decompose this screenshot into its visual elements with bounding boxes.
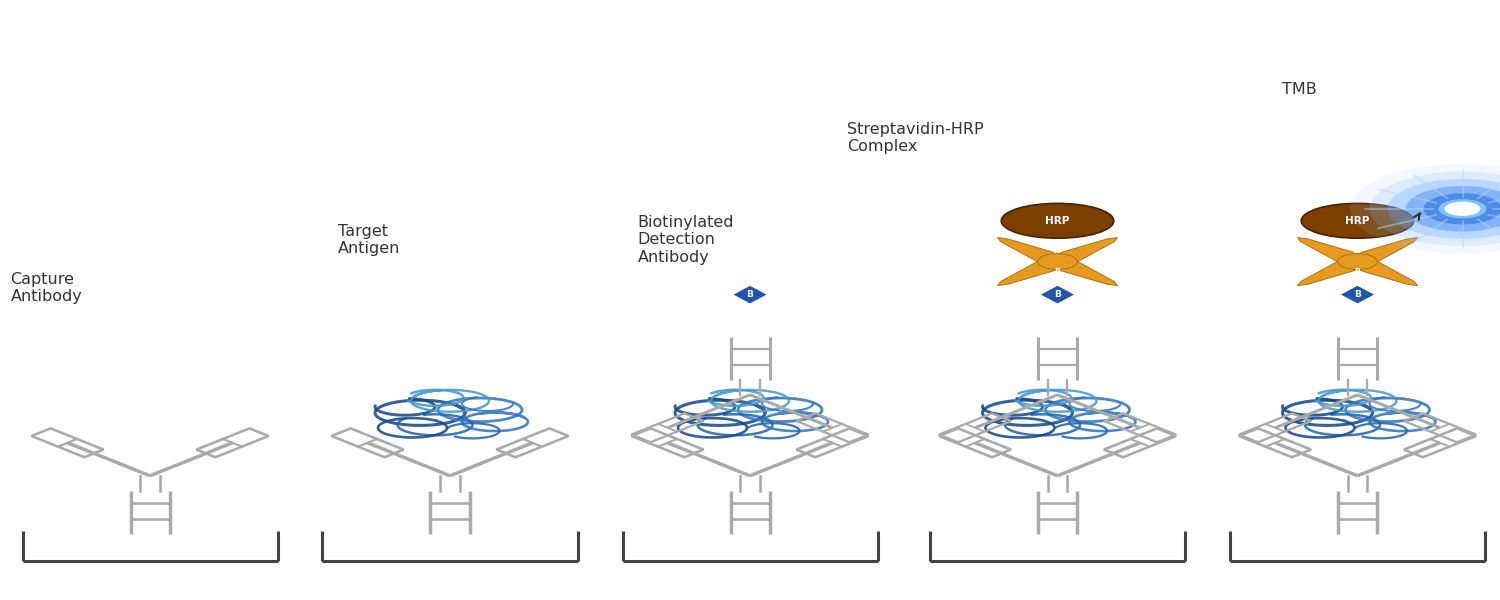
Text: B: B xyxy=(1354,290,1360,299)
Circle shape xyxy=(1424,193,1500,224)
Polygon shape xyxy=(1346,257,1418,286)
Circle shape xyxy=(1370,172,1500,246)
Text: TMB: TMB xyxy=(1282,82,1317,97)
Polygon shape xyxy=(1346,238,1418,266)
Text: B: B xyxy=(1054,290,1060,299)
Text: B: B xyxy=(1054,268,1060,277)
Ellipse shape xyxy=(1002,203,1113,238)
Text: Streptavidin-HRP
Complex: Streptavidin-HRP Complex xyxy=(847,122,984,154)
Circle shape xyxy=(1438,199,1486,218)
Polygon shape xyxy=(732,285,768,304)
Polygon shape xyxy=(1340,285,1376,304)
Text: HRP: HRP xyxy=(1346,216,1370,226)
Circle shape xyxy=(1350,164,1500,254)
Circle shape xyxy=(1038,254,1077,269)
Text: Capture
Antibody: Capture Antibody xyxy=(10,272,82,304)
Text: Target
Antigen: Target Antigen xyxy=(338,224,400,256)
Text: HRP: HRP xyxy=(1046,216,1070,226)
Circle shape xyxy=(1388,179,1500,239)
Ellipse shape xyxy=(1300,203,1413,238)
Polygon shape xyxy=(1298,257,1370,286)
Polygon shape xyxy=(1046,238,1118,266)
Polygon shape xyxy=(998,238,1070,266)
Circle shape xyxy=(1338,254,1377,269)
Text: Biotinylated
Detection
Antibody: Biotinylated Detection Antibody xyxy=(638,215,734,265)
Polygon shape xyxy=(1040,285,1076,304)
Text: B: B xyxy=(1354,268,1360,277)
Polygon shape xyxy=(1046,257,1118,286)
Circle shape xyxy=(1444,202,1480,216)
Polygon shape xyxy=(1298,238,1370,266)
Circle shape xyxy=(1448,203,1478,215)
Text: A: A xyxy=(1054,246,1060,255)
Text: B: B xyxy=(747,290,753,299)
Circle shape xyxy=(1406,186,1500,232)
Polygon shape xyxy=(998,257,1070,286)
Text: A: A xyxy=(1354,246,1360,255)
